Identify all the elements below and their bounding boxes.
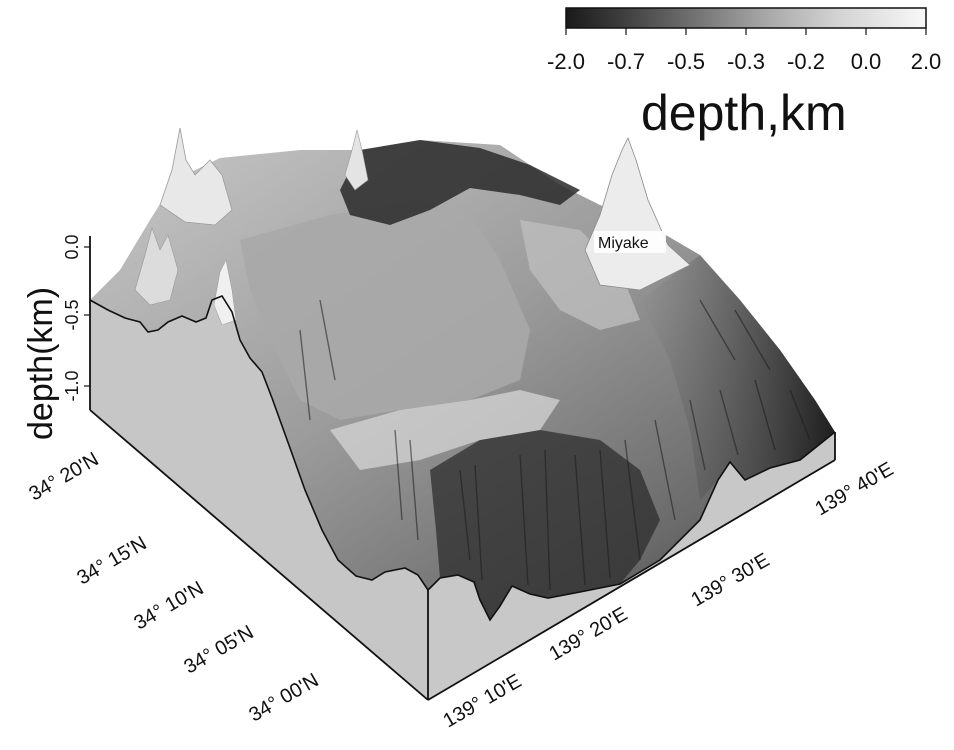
slope-streak bbox=[599, 449, 611, 579]
miyake-label: Miyake bbox=[598, 235, 649, 252]
slope-streak bbox=[734, 309, 771, 371]
slope-streaks bbox=[299, 299, 811, 591]
west-wall bbox=[90, 296, 428, 700]
north-peak bbox=[344, 129, 369, 191]
latitude-tick-label: 34° 20'N bbox=[25, 448, 102, 505]
z-tick-label: 0.0 bbox=[62, 234, 82, 259]
slope-streak bbox=[409, 439, 419, 541]
base-edge-south bbox=[427, 459, 836, 701]
slope-streak bbox=[719, 389, 739, 456]
colorbar-tick-label: -0.2 bbox=[787, 49, 825, 74]
central-basin bbox=[240, 200, 530, 420]
slope-streak bbox=[299, 329, 311, 421]
colorbar-title: depth,km bbox=[641, 85, 847, 141]
west-profile-line bbox=[89, 295, 429, 591]
southeast-slope bbox=[640, 255, 835, 500]
z-tick-label: -1.0 bbox=[62, 370, 82, 401]
colorbar-tick-label: -0.5 bbox=[667, 49, 705, 74]
frame bbox=[89, 236, 836, 701]
slope-streak bbox=[574, 454, 586, 586]
longitude-tick-label: 139° 40'E bbox=[812, 458, 898, 520]
slope-streak bbox=[789, 389, 811, 441]
colorbar-ticks: -2.0 -0.7 -0.5 -0.3 -0.2 0.0 2.0 bbox=[547, 28, 941, 74]
colorbar-tick-label: -0.7 bbox=[607, 49, 645, 74]
z-axis-ticks: 0.0 -0.5 -1.0 bbox=[62, 234, 90, 402]
colorbar: -2.0 -0.7 -0.5 -0.3 -0.2 0.0 2.0 depth,km bbox=[547, 7, 941, 141]
slope-streak bbox=[394, 429, 403, 521]
south-profile-line bbox=[427, 431, 836, 622]
slope-streak bbox=[754, 379, 776, 451]
z-tick-label: -0.5 bbox=[62, 299, 82, 330]
colorbar-gradient bbox=[565, 7, 927, 29]
latitude-tick-label: 34° 05'N bbox=[180, 621, 257, 678]
miyake-annotation: Miyake bbox=[594, 231, 666, 253]
z-axis: 0.0 -0.5 -1.0 depth(km) bbox=[22, 234, 90, 440]
south-wall bbox=[428, 432, 835, 700]
colorbar-tick-label: -0.3 bbox=[727, 49, 765, 74]
slope-streak bbox=[624, 439, 641, 561]
slope-streak bbox=[459, 469, 471, 561]
colorbar-tick-label: -2.0 bbox=[547, 49, 585, 74]
colorbar-tick-label: 2.0 bbox=[911, 49, 942, 74]
slope-streak bbox=[519, 454, 529, 586]
latitude-tick-label: 34° 00'N bbox=[245, 669, 322, 726]
bathymetry-surface bbox=[90, 140, 835, 620]
base-edge-west bbox=[89, 409, 429, 701]
slope-streak bbox=[319, 299, 336, 381]
latitude-tick-label: 34° 10'N bbox=[130, 577, 207, 634]
slope-streak bbox=[654, 419, 676, 521]
miyake-peak bbox=[584, 136, 691, 291]
slope-streak bbox=[474, 464, 483, 581]
slope-streak bbox=[689, 399, 706, 471]
terrace-ridge bbox=[330, 390, 560, 470]
slope-streak bbox=[544, 449, 551, 591]
eastern-plateau bbox=[520, 220, 640, 330]
colorbar-tick-label: 0.0 bbox=[851, 49, 882, 74]
slope-streak bbox=[699, 299, 736, 361]
north-trough bbox=[340, 140, 580, 225]
western-peak bbox=[159, 127, 233, 226]
z-axis-label: depth(km) bbox=[22, 287, 60, 440]
western-ridge-peak bbox=[134, 226, 179, 306]
latitude-tick-label: 34° 15'N bbox=[73, 532, 150, 589]
miyake-label-box bbox=[594, 231, 666, 253]
longitude-tick-label: 139° 30'E bbox=[688, 549, 774, 611]
